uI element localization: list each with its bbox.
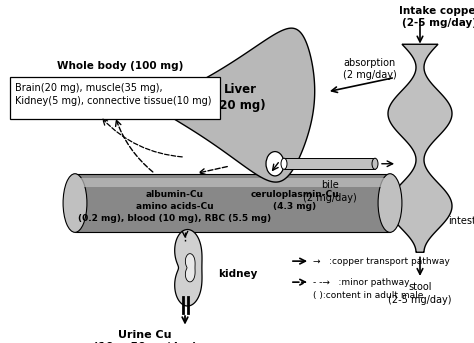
Polygon shape (284, 158, 375, 169)
Text: Intake copper
(2-5 mg/day): Intake copper (2-5 mg/day) (399, 5, 474, 28)
Polygon shape (75, 174, 390, 232)
Ellipse shape (372, 158, 378, 169)
Polygon shape (175, 229, 202, 306)
Text: Liver
(20 mg): Liver (20 mg) (214, 83, 266, 112)
Text: ( ):content in adult male: ( ):content in adult male (313, 291, 423, 300)
Text: →   :copper transport pathway: → :copper transport pathway (313, 257, 450, 265)
Polygon shape (388, 44, 452, 252)
Text: intestine: intestine (448, 216, 474, 226)
Polygon shape (75, 178, 390, 187)
Text: albumin-Cu
amino acids-Cu
(0.2 mg), blood (10 mg), RBC (5.5 mg): albumin-Cu amino acids-Cu (0.2 mg), bloo… (78, 190, 272, 223)
Ellipse shape (63, 174, 87, 232)
Ellipse shape (266, 152, 284, 176)
Text: bile
(2 mg/day): bile (2 mg/day) (303, 180, 357, 203)
Text: Brain(20 mg), muscle(35 mg),
Kidney(5 mg), connective tissue(10 mg): Brain(20 mg), muscle(35 mg), Kidney(5 mg… (15, 83, 211, 106)
Text: ceruloplasmin-Cu
(4.3 mg): ceruloplasmin-Cu (4.3 mg) (251, 190, 339, 211)
Text: absorption
(2 mg/day): absorption (2 mg/day) (343, 58, 397, 80)
Ellipse shape (281, 158, 287, 169)
Polygon shape (185, 254, 195, 282)
Polygon shape (160, 28, 315, 182)
FancyBboxPatch shape (10, 78, 220, 119)
Ellipse shape (378, 174, 402, 232)
Text: kidney: kidney (218, 269, 257, 280)
Text: Urine Cu
(10 ~ 50 μg/day): Urine Cu (10 ~ 50 μg/day) (93, 330, 197, 343)
Text: - -→   :minor pathway: - -→ :minor pathway (313, 277, 410, 287)
Text: stool
(2-5 mg/day): stool (2-5 mg/day) (388, 282, 452, 305)
Text: Whole body (100 mg): Whole body (100 mg) (57, 61, 183, 71)
